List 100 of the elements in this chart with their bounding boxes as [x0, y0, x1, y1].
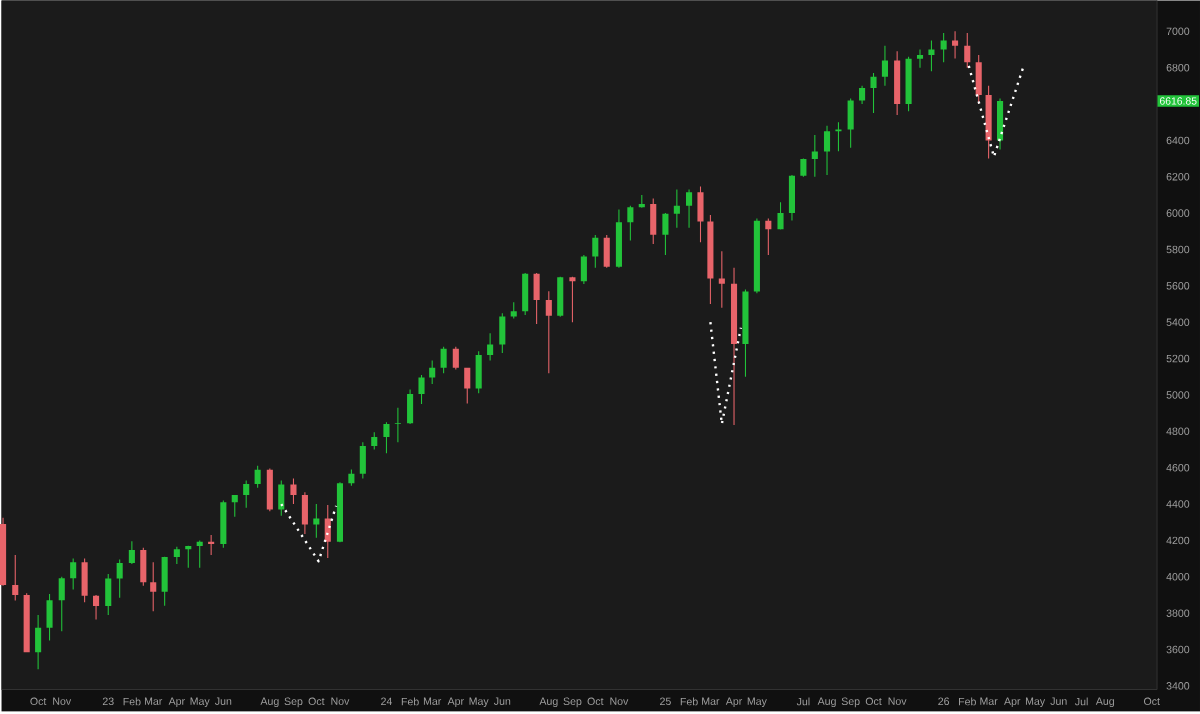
candlestick	[475, 351, 482, 394]
candlestick	[905, 56, 912, 112]
candlestick	[278, 480, 285, 516]
candlestick	[638, 195, 645, 208]
candlestick	[0, 517, 7, 586]
candlestick	[70, 558, 77, 590]
y-tick-label: 6200	[1166, 173, 1190, 181]
candlestick	[371, 432, 378, 450]
x-tick-label: Feb	[959, 697, 976, 706]
candlestick	[615, 209, 622, 268]
x-tick-label: Aug	[260, 697, 279, 708]
candlestick	[592, 235, 599, 268]
candlestick	[673, 189, 680, 228]
candlestick	[686, 189, 693, 228]
candlestick	[753, 218, 760, 294]
candlestick	[859, 85, 866, 105]
x-tick-label: Apr	[447, 697, 464, 708]
candlestick	[916, 49, 924, 68]
x-tick-label: Apr	[168, 697, 185, 708]
y-tick-label: 5800	[1166, 245, 1190, 254]
y-tick-label: 6000	[1166, 209, 1190, 217]
x-tick-label: Nov	[331, 697, 350, 706]
x-tick-label: 24	[381, 697, 393, 706]
candlestick	[12, 555, 19, 601]
candlestick	[231, 495, 238, 517]
x-tick-label: Mar	[702, 697, 720, 706]
candlestick	[964, 33, 971, 68]
candlestick	[650, 198, 657, 245]
x-tick-label: Sep	[284, 697, 303, 708]
y-tick-label: 3600	[1166, 645, 1190, 654]
candlestick	[128, 541, 135, 565]
candlestick	[487, 333, 494, 361]
candlestick	[116, 559, 123, 598]
x-tick-label: Mar	[144, 697, 163, 706]
candlestick	[996, 98, 1004, 150]
candlestick	[557, 276, 564, 317]
x-tick-label: Jul	[796, 697, 810, 706]
candlestick	[545, 291, 552, 374]
candlestick	[662, 213, 669, 256]
y-tick-label: 5600	[1166, 282, 1190, 290]
x-tick-label: Apr	[1004, 697, 1021, 708]
candlestick	[290, 478, 297, 505]
candlestick	[313, 504, 320, 538]
candlestick	[429, 360, 436, 385]
candlestick	[847, 98, 854, 148]
x-tick-label: Aug	[1095, 697, 1114, 708]
x-tick-label: May	[747, 697, 767, 708]
y-tick-label: 3800	[1166, 609, 1190, 617]
x-tick-label: Aug	[539, 697, 558, 708]
candlestick	[440, 346, 447, 374]
x-tick-label: 25	[660, 697, 671, 706]
y-tick-label: 3400	[1166, 682, 1190, 690]
candlestick	[150, 562, 157, 612]
x-tick-label: Mar	[980, 697, 998, 706]
x-tick-label: Feb	[680, 697, 698, 706]
candlestick	[707, 215, 714, 305]
x-tick-label: Oct	[30, 697, 47, 706]
candlestick	[254, 465, 261, 488]
x-tick-label: May	[1025, 697, 1046, 708]
candlestick	[765, 218, 772, 256]
candlestick	[301, 492, 308, 535]
y-tick-label: 6400	[1166, 136, 1190, 145]
x-tick-label: Jun	[493, 697, 511, 706]
x-tick-label: Sep	[841, 697, 860, 708]
candlestick	[730, 267, 738, 426]
candlestick	[359, 442, 366, 479]
candlestick	[569, 276, 576, 323]
candlestick	[23, 593, 30, 653]
candlestick	[522, 273, 529, 316]
candlestick	[383, 422, 390, 454]
x-tick-label: Oct	[865, 697, 882, 706]
candlestick	[603, 235, 610, 268]
x-tick-label: Nov	[53, 697, 72, 706]
candlestick	[196, 540, 203, 568]
candlestick	[418, 375, 425, 405]
candlestick	[208, 535, 215, 556]
x-tick-label: May	[190, 697, 210, 708]
candlestick	[407, 389, 414, 425]
x-tick-label: Oct	[308, 697, 325, 706]
candlestick	[697, 186, 704, 243]
x-tick-label: Apr	[725, 697, 743, 708]
y-tick-label: 5200	[1166, 354, 1190, 363]
candlestick	[800, 158, 807, 177]
candlestick	[140, 547, 147, 586]
candlestick	[718, 251, 725, 308]
candlestick	[835, 122, 842, 152]
y-tick-label: 4000	[1166, 573, 1190, 581]
candlestick	[985, 85, 992, 159]
y-tick-label: 4800	[1166, 427, 1190, 436]
candlestick	[627, 205, 634, 241]
candlestick	[35, 615, 42, 670]
candlestick	[499, 313, 506, 354]
candlestick	[823, 125, 831, 176]
candlestick	[243, 480, 250, 508]
candlestick	[185, 545, 192, 568]
y-tick-label: 4600	[1166, 464, 1190, 472]
x-tick-label: Feb	[401, 697, 419, 706]
candlestick	[742, 289, 749, 377]
candlestick	[452, 346, 459, 370]
x-tick-label: Oct	[587, 697, 604, 706]
